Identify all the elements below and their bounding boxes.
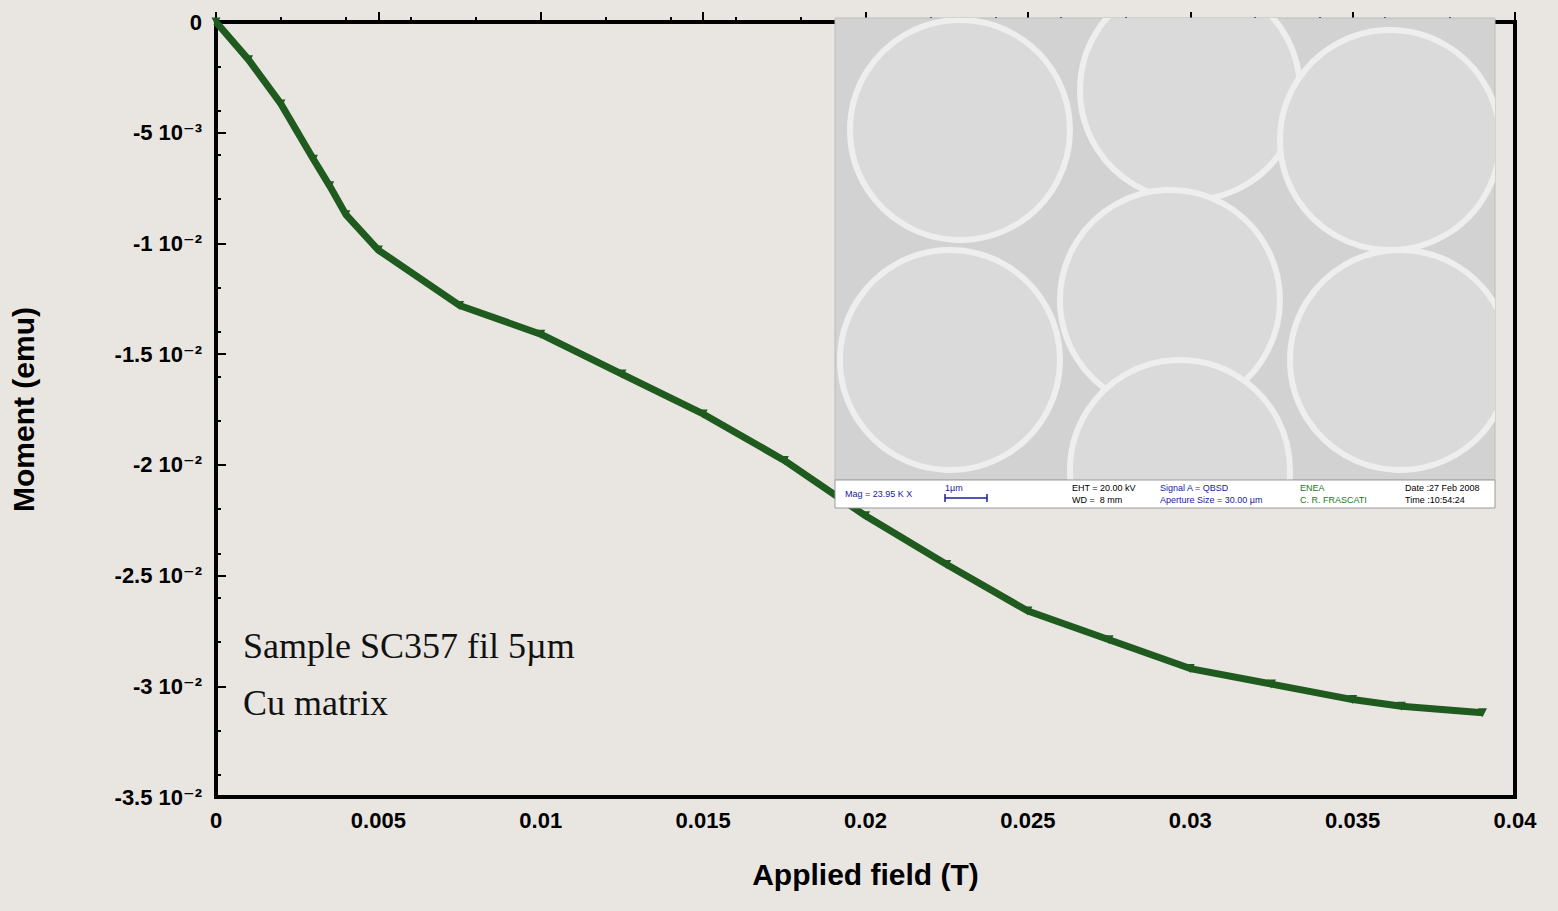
svg-text:Date :27 Feb 2008: Date :27 Feb 2008 bbox=[1405, 483, 1480, 493]
svg-text:Moment (emu): Moment (emu) bbox=[7, 307, 40, 512]
svg-text:-2.5 10⁻²: -2.5 10⁻² bbox=[115, 563, 202, 588]
svg-text:0.035: 0.035 bbox=[1325, 808, 1380, 833]
svg-text:Aperture Size = 30.00 µm: Aperture Size = 30.00 µm bbox=[1160, 495, 1263, 505]
svg-text:Signal A = QBSD: Signal A = QBSD bbox=[1160, 483, 1229, 493]
svg-text:C. R. FRASCATI: C. R. FRASCATI bbox=[1300, 495, 1367, 505]
svg-text:EHT = 20.00 kV: EHT = 20.00 kV bbox=[1072, 483, 1136, 493]
svg-text:-3.5 10⁻²: -3.5 10⁻² bbox=[115, 785, 202, 810]
svg-text:0.03: 0.03 bbox=[1169, 808, 1212, 833]
svg-text:0.005: 0.005 bbox=[351, 808, 406, 833]
svg-text:-2 10⁻²: -2 10⁻² bbox=[133, 452, 202, 477]
svg-text:WD = 8 mm: WD = 8 mm bbox=[1072, 495, 1122, 505]
svg-text:-1.5 10⁻²: -1.5 10⁻² bbox=[115, 342, 202, 367]
svg-text:0.025: 0.025 bbox=[1000, 808, 1055, 833]
svg-text:Cu matrix: Cu matrix bbox=[243, 683, 388, 723]
svg-text:1µm: 1µm bbox=[945, 483, 963, 493]
svg-text:-3 10⁻²: -3 10⁻² bbox=[133, 674, 202, 699]
svg-text:0: 0 bbox=[190, 10, 202, 35]
svg-text:0.04: 0.04 bbox=[1494, 808, 1538, 833]
svg-text:Sample SC357 fil 5µm: Sample SC357 fil 5µm bbox=[243, 626, 575, 666]
svg-text:-5 10⁻³: -5 10⁻³ bbox=[133, 120, 202, 145]
svg-text:0.015: 0.015 bbox=[676, 808, 731, 833]
svg-text:ENEA: ENEA bbox=[1300, 483, 1325, 493]
svg-text:Applied field (T): Applied field (T) bbox=[752, 858, 979, 891]
svg-text:0.01: 0.01 bbox=[519, 808, 562, 833]
svg-text:0.02: 0.02 bbox=[844, 808, 887, 833]
svg-text:-1 10⁻²: -1 10⁻² bbox=[133, 231, 202, 256]
svg-text:Time :10:54:24: Time :10:54:24 bbox=[1405, 495, 1465, 505]
svg-text:0: 0 bbox=[210, 808, 222, 833]
svg-text:Mag = 23.95 K X: Mag = 23.95 K X bbox=[845, 489, 912, 499]
